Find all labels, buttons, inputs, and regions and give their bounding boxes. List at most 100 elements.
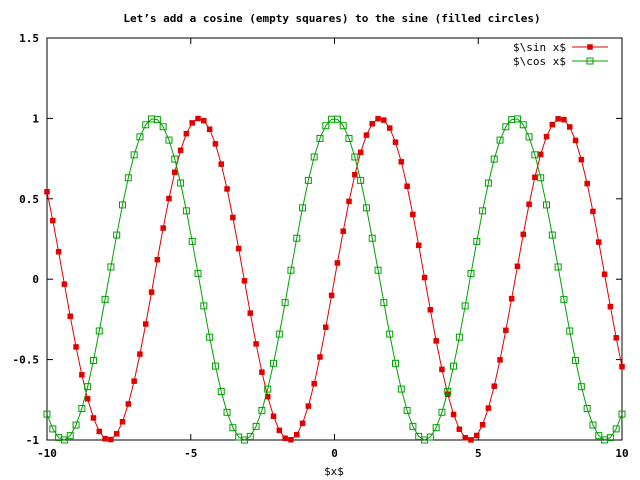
- sin-point: [218, 161, 224, 167]
- sin-point: [131, 378, 137, 384]
- cos-point: [560, 295, 568, 303]
- sin-point: [375, 115, 381, 122]
- sin-point: [601, 271, 608, 277]
- sin-point: [276, 427, 283, 434]
- sin-point: [55, 249, 62, 255]
- sin-point: [270, 413, 277, 420]
- sin-point: [613, 335, 619, 341]
- cos-point: [572, 356, 580, 364]
- cos-point: [484, 179, 492, 187]
- sin-point: [172, 169, 178, 176]
- sin-point: [456, 426, 463, 432]
- x-ticks: -10 -5 0 5 10: [37, 38, 629, 460]
- sin-point: [177, 147, 184, 154]
- sin-point: [340, 228, 346, 234]
- legend-marker-cos: [586, 57, 594, 65]
- sin-point: [421, 274, 428, 281]
- sin-point: [108, 436, 114, 443]
- cos-point: [258, 406, 266, 414]
- sin-point: [224, 186, 230, 192]
- sin-point: [404, 183, 410, 189]
- x-tick-label: 10: [615, 447, 628, 460]
- cos-point: [380, 299, 388, 307]
- sin-point: [468, 437, 474, 443]
- cos-point: [409, 422, 417, 430]
- sin-point: [201, 117, 207, 124]
- cos-point: [554, 263, 562, 271]
- x-tick-label: -5: [184, 447, 197, 460]
- cos-point: [351, 153, 359, 161]
- cos-point: [444, 387, 452, 395]
- sin-point: [44, 188, 50, 195]
- cos-point: [461, 302, 469, 310]
- sin-point: [334, 260, 341, 266]
- sin-point: [293, 431, 300, 438]
- sin-point: [555, 116, 561, 122]
- cos-point: [618, 410, 626, 418]
- y-tick-label: -1: [26, 434, 40, 447]
- cos-point: [252, 422, 260, 430]
- cos-point: [322, 122, 330, 130]
- cos-point: [397, 385, 405, 393]
- sin-point: [497, 357, 503, 363]
- cos-point: [525, 133, 533, 141]
- cos-point: [211, 362, 219, 370]
- sin-point: [247, 310, 254, 316]
- sin-point: [160, 225, 166, 231]
- sin-point: [84, 396, 91, 402]
- sin-point: [352, 171, 358, 178]
- y-tick-label: 1.5: [19, 32, 39, 45]
- sin-point: [357, 149, 364, 156]
- legend-cos-marker-shape: [586, 57, 594, 65]
- cos-point: [136, 133, 144, 141]
- sin-markers: [44, 115, 625, 443]
- sin-point: [61, 281, 68, 287]
- x-tick-label: -10: [37, 447, 57, 460]
- sin-point: [398, 159, 405, 165]
- sin-point: [166, 195, 172, 202]
- sin-point: [543, 133, 550, 140]
- cos-point: [142, 121, 150, 129]
- cos-point: [467, 270, 475, 278]
- sin-point: [102, 435, 108, 442]
- sin-point: [148, 289, 155, 295]
- cos-point: [107, 263, 115, 271]
- cos-point: [415, 432, 423, 440]
- sin-point: [235, 245, 242, 252]
- sin-point: [520, 231, 527, 238]
- cos-point: [577, 383, 585, 391]
- cos-point: [223, 408, 231, 416]
- y-ticks: -1 -0.5 0 0.5 1 1.5: [13, 32, 622, 447]
- sin-point: [433, 338, 439, 344]
- sin-point: [189, 120, 195, 126]
- sin-point: [142, 321, 149, 327]
- y-tick-label: 0.5: [19, 193, 39, 206]
- sin-point: [253, 341, 259, 347]
- cos-point: [206, 333, 214, 341]
- cos-point: [362, 204, 370, 212]
- sin-point: [485, 405, 492, 411]
- cos-point: [368, 234, 376, 242]
- legend-sin-marker-shape: [587, 44, 593, 50]
- cos-point: [153, 116, 161, 124]
- sin-point: [299, 420, 306, 427]
- legend: $\sin x$ $\cos x$: [513, 41, 608, 68]
- series-cos: [43, 115, 626, 444]
- cos-point: [513, 115, 521, 123]
- sin-point: [90, 415, 97, 421]
- y-tick-label: -0.5: [13, 354, 40, 367]
- legend-marker-sin: [587, 44, 593, 50]
- cos-point: [240, 436, 248, 444]
- sin-point: [386, 125, 393, 131]
- sin-point: [73, 344, 79, 350]
- cos-point: [519, 121, 527, 129]
- sin-point: [259, 369, 265, 375]
- sin-point: [410, 211, 416, 218]
- sin-point: [566, 124, 573, 130]
- sin-point: [514, 263, 521, 270]
- sin-point: [363, 132, 370, 138]
- cos-point: [281, 299, 289, 307]
- cos-point: [264, 385, 272, 393]
- cos-point: [287, 266, 295, 274]
- cos-point: [188, 237, 196, 245]
